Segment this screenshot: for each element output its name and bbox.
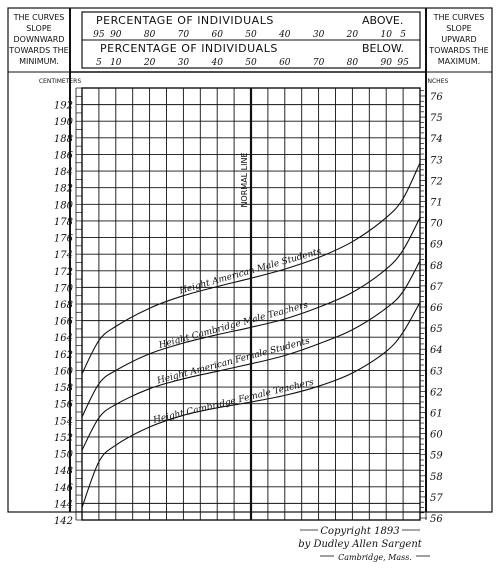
left-tick-label: 182 xyxy=(54,184,73,195)
percent-below-tick: 80 xyxy=(347,58,359,68)
left-tick-label: 192 xyxy=(54,101,73,112)
left-tick-label: 158 xyxy=(54,383,73,394)
right-tick-label: 57 xyxy=(430,493,443,504)
percent-below-tick: 70 xyxy=(313,58,325,68)
percent-below-tick: 90 xyxy=(380,58,392,68)
right-tick-label: 68 xyxy=(430,261,443,272)
right-tick-label: 69 xyxy=(430,240,443,251)
left-tick-label: 172 xyxy=(54,267,73,278)
left-tick-label: 162 xyxy=(54,350,73,361)
percent-above-tick: 90 xyxy=(110,30,122,40)
left-tick-label: 144 xyxy=(54,499,73,510)
series-label-4: Height Cambridge Female Teachers xyxy=(151,377,315,425)
left-note-line: TOWARDS THE xyxy=(8,46,68,55)
right-tick-label: 65 xyxy=(430,324,443,335)
percent-above-tick: 70 xyxy=(178,30,190,40)
left-note-line: THE CURVES xyxy=(13,13,65,22)
percent-below-tick: 95 xyxy=(397,58,409,68)
series-line-3 xyxy=(81,260,421,451)
percent-above-tick: 80 xyxy=(144,30,156,40)
right-tick-label: 67 xyxy=(430,282,443,293)
left-tick-label: 170 xyxy=(54,283,74,294)
percent-below-tick: 20 xyxy=(143,58,156,68)
left-tick-label: 168 xyxy=(54,300,73,311)
right-tick-label: 73 xyxy=(430,155,443,166)
percent-below-tick: 5 xyxy=(96,58,102,68)
left-tick-label: 148 xyxy=(54,466,73,477)
normal-line-label: NORMAL LINE xyxy=(240,152,249,207)
left-tick-label: 142 xyxy=(54,516,73,527)
left-tick-label: 176 xyxy=(54,234,74,245)
above-label: PERCENTAGE OF INDIVIDUALS xyxy=(96,14,274,27)
percent-above-tick: 10 xyxy=(380,30,392,40)
percent-above-tick: 30 xyxy=(313,30,325,40)
right-tick-label: 71 xyxy=(430,197,443,208)
percent-below-tick: 60 xyxy=(279,58,291,68)
percent-above-tick: 5 xyxy=(400,30,406,40)
right-tick-label: 70 xyxy=(430,219,443,230)
right-note-line: UPWARD xyxy=(441,35,476,44)
left-tick-label: 156 xyxy=(54,400,74,411)
left-tick-label: 160 xyxy=(54,366,74,377)
percent-below-tick: 40 xyxy=(210,58,223,68)
percent-below-tick: 10 xyxy=(110,58,122,68)
series-line-4 xyxy=(81,302,421,508)
left-note-line: MINIMUM. xyxy=(19,57,59,66)
left-note-line: SLOPE xyxy=(26,24,51,33)
left-tick-label: 166 xyxy=(54,317,74,328)
left-tick-label: 150 xyxy=(54,450,74,461)
right-tick-label: 62 xyxy=(430,387,443,398)
below-word: BELOW. xyxy=(362,42,404,55)
left-tick-label: 186 xyxy=(54,150,74,161)
left-tick-label: 152 xyxy=(54,433,73,444)
right-tick-label: 72 xyxy=(430,176,443,187)
right-tick-label: 58 xyxy=(430,472,443,483)
left-tick-label: 180 xyxy=(54,200,74,211)
right-note-line: SLOPE xyxy=(446,24,471,33)
right-axis-unit: INCHES xyxy=(426,78,449,85)
left-tick-label: 188 xyxy=(54,134,73,145)
right-tick-label: 75 xyxy=(430,113,443,124)
series-line-1 xyxy=(81,162,421,375)
right-note-line: MAXIMUM. xyxy=(438,57,480,66)
right-tick-label: 61 xyxy=(430,408,443,419)
left-tick-label: 190 xyxy=(54,117,74,128)
copyright-line-3: Cambridge, Mass. xyxy=(338,553,412,562)
right-tick-label: 76 xyxy=(430,92,443,103)
right-tick-label: 56 xyxy=(430,514,443,525)
series-line-2 xyxy=(81,217,421,418)
right-tick-label: 64 xyxy=(430,345,443,356)
left-note-line: DOWNWARD xyxy=(13,35,64,44)
percent-above-tick: 50 xyxy=(245,30,257,40)
right-tick-label: 66 xyxy=(430,303,443,314)
percent-below-tick: 50 xyxy=(245,58,257,68)
percent-above-tick: 95 xyxy=(93,30,105,40)
percent-below-tick: 30 xyxy=(178,58,190,68)
percent-above-tick: 60 xyxy=(211,30,223,40)
below-label: PERCENTAGE OF INDIVIDUALS xyxy=(100,42,278,55)
above-word: ABOVE. xyxy=(362,14,403,27)
percent-above-tick: 20 xyxy=(346,30,359,40)
left-tick-label: 178 xyxy=(54,217,73,228)
right-tick-label: 59 xyxy=(430,451,443,462)
percent-above-tick: 40 xyxy=(278,30,291,40)
right-note-line: TOWARDS THE xyxy=(428,46,488,55)
right-tick-label: 60 xyxy=(430,430,443,441)
copyright-line-1: Copyright 1893 xyxy=(320,526,399,537)
left-tick-label: 174 xyxy=(54,250,73,261)
left-axis-unit: CENTIMETERS xyxy=(39,78,81,85)
left-tick-label: 146 xyxy=(54,483,74,494)
right-tick-label: 63 xyxy=(430,366,443,377)
left-tick-label: 154 xyxy=(54,416,73,427)
copyright-line-2: by Dudley Allen Sargent xyxy=(298,539,423,550)
right-note-line: THE CURVES xyxy=(433,13,485,22)
left-tick-label: 164 xyxy=(54,333,73,344)
right-tick-label: 74 xyxy=(430,134,443,145)
left-tick-label: 184 xyxy=(54,167,73,178)
